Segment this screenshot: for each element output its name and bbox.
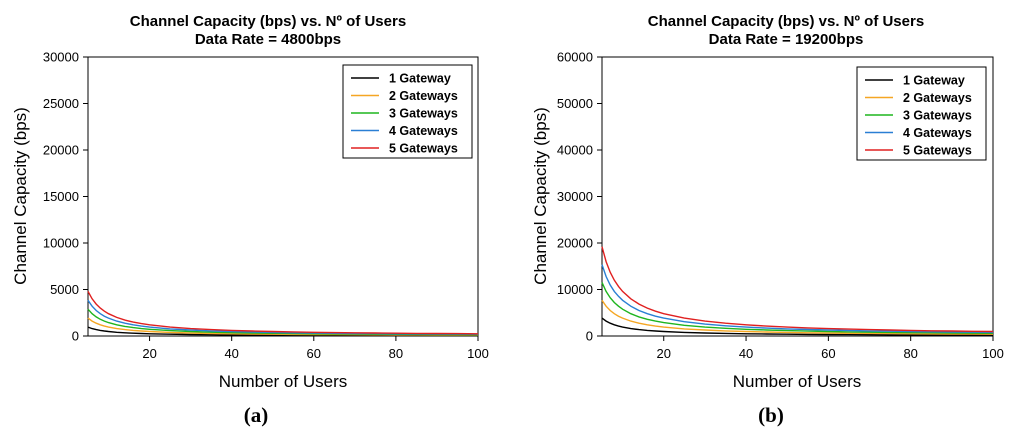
- x-axis-label: Number of Users: [219, 372, 347, 391]
- panel-label: (a): [244, 403, 269, 427]
- chart-title: Channel Capacity (bps) vs. Nº of Users: [130, 13, 406, 30]
- x-tick-label: 80: [903, 346, 917, 361]
- x-axis-label: Number of Users: [733, 372, 861, 391]
- series-line: [87, 291, 479, 335]
- x-tick-label: 60: [821, 346, 835, 361]
- y-tick-label: 5000: [50, 282, 79, 297]
- series-line: [601, 282, 994, 334]
- legend-entry: 3 Gateways: [389, 107, 458, 121]
- y-tick-label: 10000: [557, 282, 593, 297]
- y-tick-label: 30000: [43, 50, 79, 65]
- y-tick-label: 25000: [43, 96, 79, 111]
- y-axis-label: Channel Capacity (bps): [531, 107, 550, 285]
- y-tick-label: 30000: [557, 189, 593, 204]
- legend-entry: 5 Gateways: [389, 142, 458, 156]
- x-tick-label: 100: [982, 346, 1004, 361]
- x-tick-label: 100: [467, 346, 489, 361]
- chart-panel-a: Channel Capacity (bps) vs. Nº of UsersDa…: [11, 13, 489, 427]
- legend-entry: 4 Gateways: [903, 126, 972, 140]
- x-tick-label: 40: [224, 346, 238, 361]
- series-line: [601, 299, 994, 335]
- y-tick-label: 20000: [557, 236, 593, 251]
- x-tick-label: 20: [657, 346, 671, 361]
- x-tick-label: 80: [389, 346, 403, 361]
- chart-subtitle: Data Rate = 19200bps: [709, 31, 864, 48]
- chart-title: Channel Capacity (bps) vs. Nº of Users: [648, 13, 924, 30]
- series-line: [601, 246, 994, 333]
- y-tick-label: 50000: [557, 96, 593, 111]
- legend-entry: 3 Gateways: [903, 109, 972, 123]
- legend-box: [342, 64, 473, 159]
- series-line: [601, 264, 994, 334]
- legend-entry: 2 Gateways: [389, 89, 458, 103]
- panel-label: (b): [758, 403, 784, 427]
- x-tick-label: 40: [739, 346, 753, 361]
- legend-entry: 5 Gateways: [903, 144, 972, 158]
- y-tick-label: 0: [72, 329, 79, 344]
- y-tick-label: 20000: [43, 143, 79, 158]
- x-tick-label: 60: [307, 346, 321, 361]
- legend-entry: 4 Gateways: [389, 124, 458, 138]
- legend-entry: 1 Gateway: [389, 72, 451, 86]
- y-tick-label: 60000: [557, 50, 593, 65]
- series-line: [601, 317, 993, 336]
- legend-entry: 2 Gateways: [903, 91, 972, 105]
- y-tick-label: 0: [586, 329, 593, 344]
- legend-box: [856, 66, 987, 161]
- y-tick-label: 15000: [43, 189, 79, 204]
- y-axis-label: Channel Capacity (bps): [11, 107, 30, 285]
- y-tick-label: 10000: [43, 236, 79, 251]
- legend-entry: 1 Gateway: [903, 74, 965, 88]
- x-tick-label: 20: [142, 346, 156, 361]
- chart-subtitle: Data Rate = 4800bps: [195, 31, 341, 48]
- y-tick-label: 40000: [557, 143, 593, 158]
- chart-panel-b: Channel Capacity (bps) vs. Nº of UsersDa…: [531, 13, 1004, 427]
